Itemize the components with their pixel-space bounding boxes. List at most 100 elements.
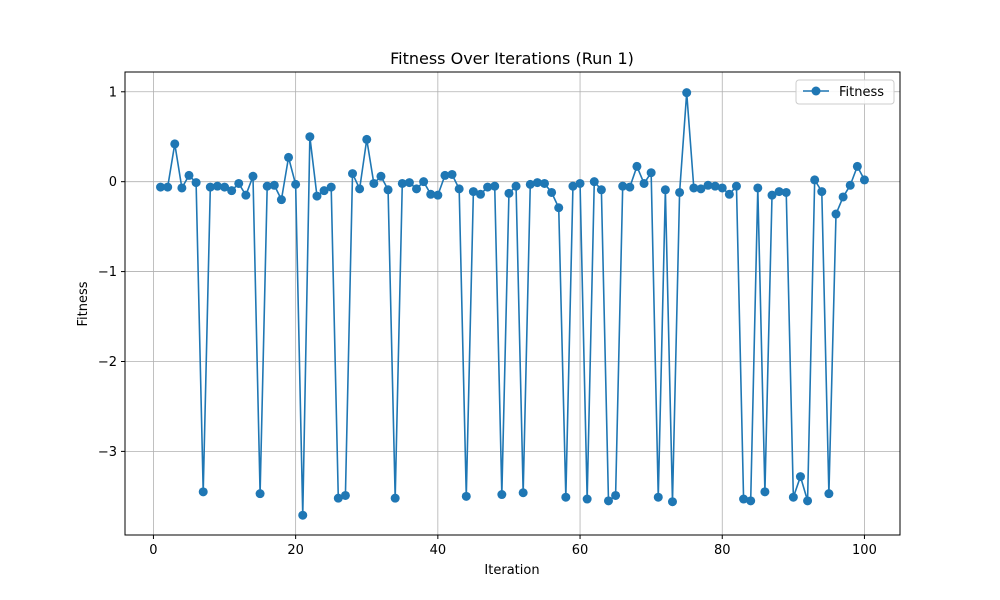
x-tick-label: 0 [149, 543, 157, 558]
y-tick-label: −2 [98, 355, 117, 370]
data-point [724, 189, 734, 199]
data-point [241, 190, 251, 200]
data-point [511, 181, 521, 191]
data-point [795, 472, 805, 482]
data-point [845, 180, 855, 190]
data-point [561, 492, 571, 502]
data-point [554, 203, 564, 213]
y-tick-label: −1 [98, 265, 117, 280]
data-point [447, 169, 457, 179]
data-point [333, 493, 343, 503]
data-point [532, 178, 542, 188]
data-point [348, 169, 358, 179]
data-point [276, 195, 286, 205]
data-point [703, 180, 713, 190]
data-point [234, 178, 244, 188]
data-point [490, 181, 500, 191]
x-axis-label: Iteration [484, 563, 539, 578]
data-point [269, 180, 279, 190]
data-point [810, 175, 820, 185]
data-point [355, 184, 365, 194]
x-tick-label: 40 [430, 543, 447, 558]
data-point [568, 181, 578, 191]
data-point [838, 192, 848, 202]
data-point [596, 185, 606, 195]
legend-box [795, 79, 895, 105]
x-tick-label: 20 [287, 543, 304, 558]
data-point [731, 181, 741, 191]
data-point [205, 182, 215, 192]
data-point [312, 191, 322, 201]
data-point [440, 170, 450, 180]
data-point [660, 185, 670, 195]
data-point [390, 493, 400, 503]
data-point [483, 182, 493, 192]
data-point [859, 175, 869, 185]
data-point [340, 490, 350, 500]
data-point [504, 188, 514, 198]
data-point [803, 496, 813, 506]
plot-area-frame [124, 71, 901, 536]
data-point [461, 491, 471, 501]
data-point [227, 186, 237, 196]
data-point [404, 178, 414, 188]
data-point [319, 186, 329, 196]
data-point [817, 187, 827, 197]
x-tick-label: 100 [852, 543, 877, 558]
data-point [220, 182, 230, 192]
axis-ticks: 0 20 40 60 80 100 −3 −2 −1 0 1 [98, 85, 877, 558]
data-point [611, 490, 621, 500]
data-point [667, 497, 677, 507]
data-point [212, 181, 222, 191]
data-point [575, 178, 585, 188]
data-point [589, 177, 599, 187]
series [156, 88, 869, 520]
data-point [191, 178, 201, 188]
data-point [255, 489, 265, 499]
data-point [156, 182, 166, 192]
chart-title: Fitness Over Iterations (Run 1) [390, 49, 634, 68]
data-point [163, 182, 173, 192]
data-point [710, 181, 720, 191]
data-point [198, 487, 208, 497]
data-point [639, 178, 649, 188]
data-point [539, 178, 549, 188]
data-point [291, 179, 301, 189]
data-point [625, 182, 635, 192]
data-point [184, 170, 194, 180]
data-point [262, 181, 272, 191]
data-point [170, 139, 180, 149]
data-point [717, 183, 727, 193]
data-point [760, 487, 770, 497]
y-tick-label: 1 [109, 85, 117, 100]
data-point [788, 492, 798, 502]
data-point [326, 182, 336, 192]
data-point [376, 171, 386, 181]
data-point [476, 189, 486, 199]
data-point [383, 185, 393, 195]
y-axis-label: Fitness [76, 281, 91, 326]
data-point [305, 132, 315, 142]
data-point [454, 184, 464, 194]
legend-label-fitness: Fitness [839, 85, 884, 100]
data-point [781, 187, 791, 197]
grid [125, 72, 900, 535]
data-point [682, 88, 692, 98]
data-point [824, 489, 834, 499]
data-point [468, 187, 478, 197]
data-point [497, 490, 507, 500]
legend: Fitness [795, 79, 895, 105]
data-point [739, 494, 749, 504]
data-point [248, 171, 258, 181]
data-point [689, 183, 699, 193]
data-point [746, 496, 756, 506]
data-point [831, 209, 841, 219]
data-point [426, 189, 436, 199]
x-tick-label: 60 [572, 543, 589, 558]
data-point [518, 488, 528, 498]
data-point [419, 177, 429, 187]
data-point [603, 496, 613, 506]
legend-marker-icon [811, 86, 821, 96]
data-point [753, 183, 763, 193]
